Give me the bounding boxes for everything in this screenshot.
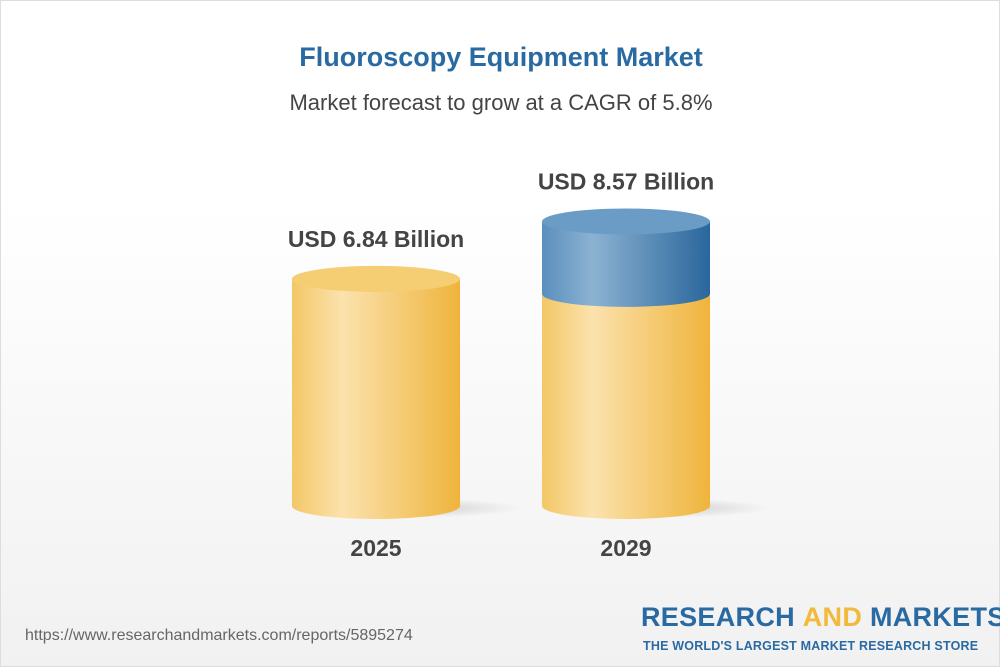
x-tick-label: 2025: [350, 535, 401, 561]
cylinder-chart: USD 6.84 Billion 2025 USD 8.57 Billion 2029: [288, 168, 770, 561]
brand-tagline: THE WORLD'S LARGEST MARKET RESEARCH STOR…: [643, 639, 979, 653]
bar-top-2025: [292, 265, 460, 292]
brand-logo: RESEARCH AND MARKETS: [641, 602, 1000, 632]
bar-cylinder-2025: [292, 278, 460, 519]
brand-text-3: MARKETS: [862, 602, 1000, 632]
bar-growth-segment-2029: [542, 221, 710, 307]
chart-title: Fluoroscopy Equipment Market: [299, 42, 703, 72]
data-label: USD 6.84 Billion: [288, 226, 464, 252]
chart-subtitle: Market forecast to grow at a CAGR of 5.8…: [289, 90, 713, 115]
brand-text-2: AND: [802, 602, 863, 632]
brand-text-1: RESEARCH: [641, 602, 803, 632]
report-url[interactable]: https://www.researchandmarkets.com/repor…: [25, 627, 413, 644]
x-tick-label: 2029: [600, 535, 651, 561]
data-label: USD 8.57 Billion: [538, 168, 714, 194]
bar-top-2029: [542, 208, 710, 235]
